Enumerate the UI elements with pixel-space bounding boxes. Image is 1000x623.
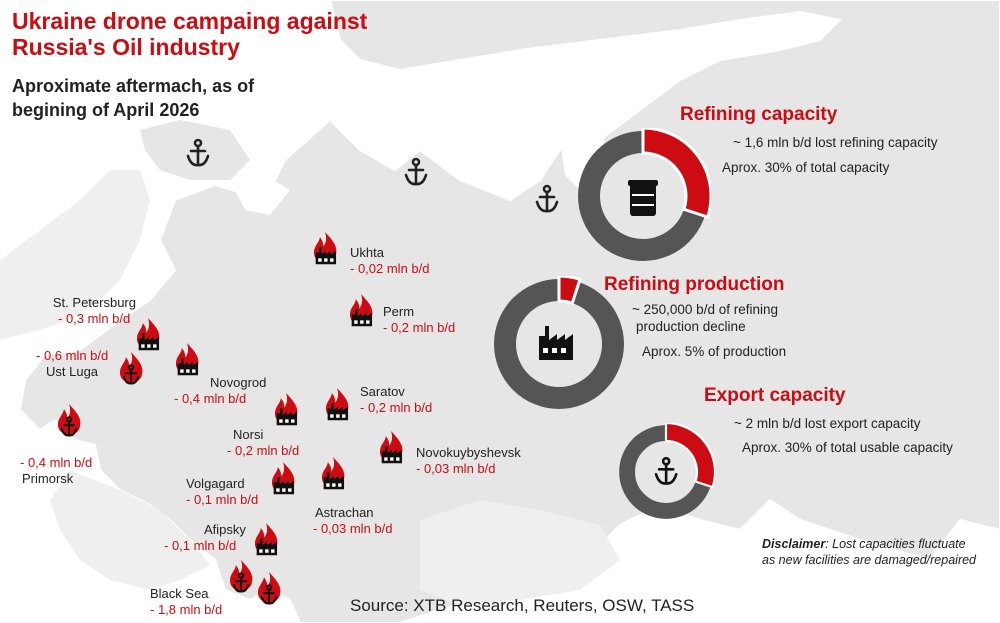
- site-value: - 0,2 mln b/d: [227, 443, 300, 458]
- site-label-afipsky: Afipsky - 0,1 mln b/d: [164, 522, 246, 554]
- site-name: Novokuybyshevsk: [416, 445, 521, 460]
- disclaimer-text: : Lost capacities fluctuate as new facil…: [762, 537, 977, 567]
- sea-white: [230, 175, 290, 215]
- site-value: - 0,6 mln b/d: [36, 348, 109, 363]
- panel-title-refining-capacity: Refining capacity: [680, 104, 838, 125]
- burning-refinery-marker: [254, 523, 278, 556]
- site-label-volgagard: Volgagard - 0,1 mln b/d: [186, 476, 258, 508]
- burning-refinery-marker: [313, 232, 337, 265]
- site-label-black-sea: Black Sea - 1,8 mln b/d: [150, 586, 222, 618]
- burning-refinery-marker: [379, 431, 403, 464]
- site-value: - 0,3 mln b/d: [58, 311, 131, 326]
- anchor-icon: [404, 157, 428, 186]
- oil-barrel-icon: [628, 180, 658, 216]
- site-value: - 0,03 mln b/d: [313, 521, 393, 536]
- disclaimer-label: Disclaimer: [762, 537, 826, 551]
- site-name: Norsi: [233, 427, 264, 442]
- site-value: - 0,1 mln b/d: [164, 538, 237, 553]
- site-value: - 0,1 mln b/d: [186, 492, 259, 507]
- anchor-icon: [654, 456, 678, 485]
- burning-refinery-marker: [271, 462, 295, 495]
- burning-refinery-marker: [325, 388, 349, 421]
- site-label-ukhta: Ukhta - 0,02 mln b/d: [350, 245, 430, 277]
- burning-port-marker: [57, 404, 81, 437]
- donut-lost-share: [557, 276, 582, 305]
- site-label-novokuybyshevsk: Novokuybyshevsk - 0,03 mln b/d: [416, 445, 521, 477]
- factory-icon: [539, 326, 573, 360]
- panel-line: Aprox. 30% of total usable capacity: [742, 440, 953, 455]
- export-capacity-donut: [619, 423, 715, 519]
- source-note: Source: XTB Research, Reuters, OSW, TASS: [350, 596, 695, 615]
- site-label-st-petersburg: St. Petersburg - 0,3 mln b/d: [46, 295, 136, 327]
- site-label-saratov: Saratov - 0,2 mln b/d: [360, 384, 432, 416]
- site-label-primorsk: - 0,4 mln b/d Primorsk: [20, 455, 92, 487]
- site-name: Ukhta: [350, 245, 384, 260]
- site-label-astrachan: Astrachan - 0,03 mln b/d: [313, 505, 393, 537]
- refining-production-donut: [494, 276, 624, 409]
- site-name: Volgagard: [186, 476, 245, 491]
- burning-refinery-marker: [136, 318, 160, 351]
- site-value: - 1,8 mln b/d: [150, 602, 223, 617]
- burning-refinery-marker: [175, 343, 199, 376]
- site-name: Primorsk: [22, 471, 74, 486]
- panel-title-refining-production: Refining production: [604, 274, 785, 295]
- refining-capacity-donut: [578, 128, 711, 261]
- site-name: Perm: [383, 304, 415, 319]
- burning-port-marker: [229, 560, 253, 593]
- site-label-novogrod: Novogrod - 0,4 mln b/d: [174, 375, 266, 407]
- panel-line: ~ 2 mln b/d lost export capacity: [734, 416, 921, 431]
- donut-lost-share: [664, 423, 715, 489]
- panel-line: Aprox. 30% of total capacity: [722, 160, 890, 175]
- site-label-norsi: Norsi - 0,2 mln b/d: [227, 427, 299, 459]
- panel-line: production decline: [636, 319, 746, 334]
- scandinavia: [0, 170, 150, 340]
- burning-refinery-marker: [349, 294, 373, 327]
- site-value: - 0,02 mln b/d: [350, 261, 430, 276]
- site-name: Afipsky: [204, 522, 246, 537]
- site-value: - 0,4 mln b/d: [20, 455, 93, 470]
- site-name: Ust Luga: [46, 364, 99, 379]
- site-value: - 0,03 mln b/d: [416, 461, 496, 476]
- site-label-perm: Perm - 0,2 mln b/d: [383, 304, 455, 336]
- burning-port-marker: [119, 352, 143, 385]
- disclaimer: Disclaimer: Lost capacities fluctuate as…: [762, 536, 982, 568]
- site-label-ust-luga: - 0,6 mln b/d Ust Luga: [36, 348, 108, 380]
- donut-lost-share: [641, 128, 711, 219]
- panel-title-export-capacity: Export capacity: [704, 385, 846, 406]
- site-value: - 0,4 mln b/d: [174, 391, 247, 406]
- panel-line: Aprox. 5% of production: [642, 344, 787, 359]
- site-value: - 0,2 mln b/d: [383, 320, 456, 335]
- panel-line: ~ 1,6 mln b/d lost refining capacity: [733, 135, 938, 150]
- burning-refinery-marker: [321, 457, 345, 490]
- anchor-icon: [186, 138, 210, 167]
- burning-refinery-marker: [274, 393, 298, 426]
- site-name: Saratov: [360, 384, 405, 399]
- ukraine-region: [50, 470, 210, 590]
- burning-port-marker: [257, 572, 281, 605]
- page-title: Ukraine drone campaing against Russia's …: [12, 8, 368, 60]
- site-name: Novogrod: [210, 375, 267, 390]
- site-name: St. Petersburg: [52, 295, 136, 310]
- site-name: Astrachan: [315, 505, 374, 520]
- site-name: Black Sea: [150, 586, 209, 601]
- site-value: - 0,2 mln b/d: [360, 400, 433, 415]
- kazakhstan-region: [420, 500, 620, 605]
- panel-line: ~ 250,000 b/d of refining: [632, 302, 778, 317]
- page-subtitle: Aproximate aftermach, as of begining of …: [12, 76, 255, 120]
- anchor-icon: [535, 184, 559, 213]
